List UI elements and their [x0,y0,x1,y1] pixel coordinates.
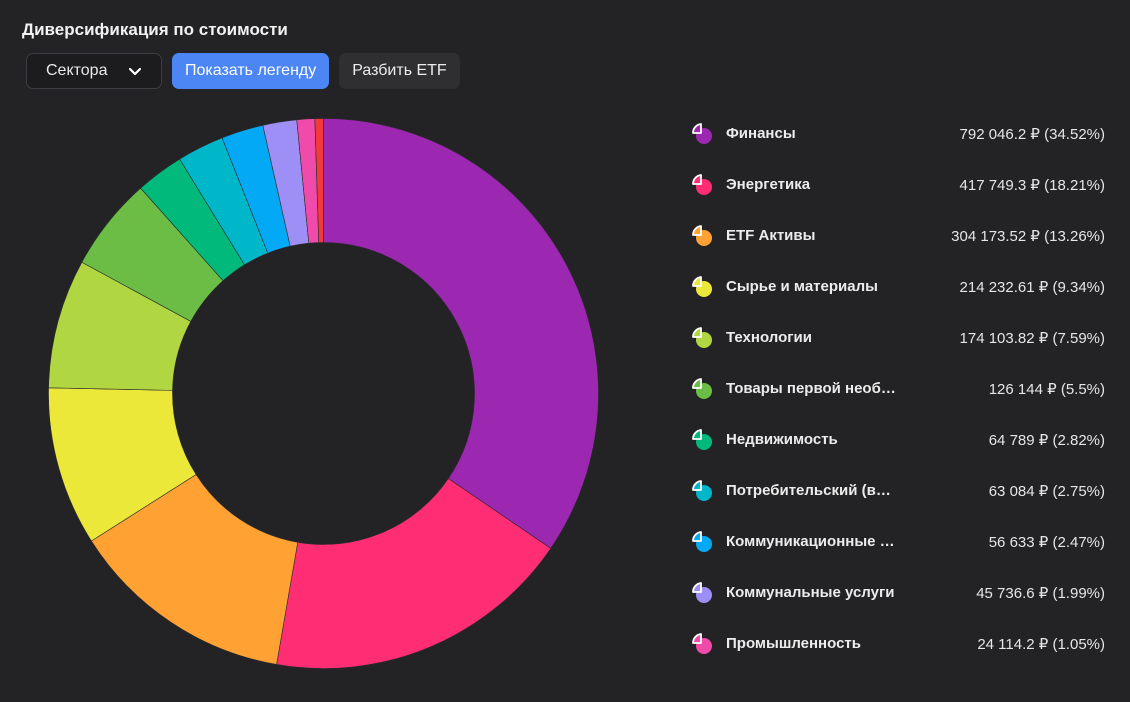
pie-slice-icon [692,173,712,195]
legend-name: Сырье и материалы [726,278,878,295]
legend-item[interactable]: Недвижимость 64 789 ₽ (2.82%) [690,414,1105,465]
legend-item[interactable]: Коммунальные услуги 45 736.6 ₽ (1.99%) [690,567,1105,618]
legend-value: 126 144 ₽ (5.5%) [988,380,1105,398]
legend: Финансы 792 046.2 ₽ (34.52%) Энергетика 417… [690,108,1105,669]
legend-item[interactable]: Коммуникационные … 56 633 ₽ (2.47%) [690,516,1105,567]
legend-value: 24 114.2 ₽ (1.05%) [977,635,1105,653]
legend-name: Товары первой необ… [726,380,896,397]
legend-name: Финансы [726,125,796,142]
pie-slice-icon [692,428,712,450]
legend-value: 64 789 ₽ (2.82%) [988,431,1105,449]
legend-value: 56 633 ₽ (2.47%) [988,533,1105,551]
donut-slice-1[interactable] [276,478,552,669]
pie-slice-icon [692,632,712,654]
pie-slice-icon [692,326,712,348]
legend-name: Энергетика [726,176,811,193]
page-title: Диверсификация по стоимости [22,20,288,39]
legend-value: 792 046.2 ₽ (34.52%) [959,125,1105,143]
pie-slice-icon [692,377,712,399]
legend-value: 174 103.82 ₽ (7.59%) [959,329,1105,347]
legend-name: Коммуникационные … [726,533,895,550]
legend-name: Потребительский (в… [726,482,891,499]
legend-value: 304 173.52 ₽ (13.26%) [951,227,1105,245]
legend-item[interactable]: ETF Активы 304 173.52 ₽ (13.26%) [690,210,1105,261]
show-legend-button[interactable]: Показать легенду [172,53,330,89]
donut-slice-11[interactable] [314,118,324,243]
legend-name: Коммунальные услуги [726,584,895,601]
legend-item[interactable]: Сырье и материалы 214 232.61 ₽ (9.34%) [690,261,1105,312]
pie-slice-icon [692,122,712,144]
legend-item[interactable]: Технологии 174 103.82 ₽ (7.59%) [690,312,1105,363]
donut-chart [48,118,599,669]
pie-slice-icon [692,275,712,297]
split-etf-button[interactable]: Разбить ETF [339,53,460,89]
legend-name: Недвижимость [726,431,838,448]
legend-value: 63 084 ₽ (2.75%) [988,482,1105,500]
pie-slice-icon [692,479,712,501]
legend-name: Промышленность [726,635,861,652]
legend-item[interactable]: Потребительский (в… 63 084 ₽ (2.75%) [690,465,1105,516]
legend-item[interactable]: Энергетика 417 749.3 ₽ (18.21%) [690,159,1105,210]
chevron-down-icon [128,67,142,76]
legend-value: 417 749.3 ₽ (18.21%) [959,176,1105,194]
controls-bar: Сектора Показать легенду Разбить ETF [26,53,460,89]
sector-dropdown[interactable]: Сектора [26,53,162,89]
legend-item[interactable]: Финансы 792 046.2 ₽ (34.52%) [690,108,1105,159]
legend-item[interactable]: Товары первой необ… 126 144 ₽ (5.5%) [690,363,1105,414]
donut-slice-0[interactable] [323,118,599,549]
pie-slice-icon [692,530,712,552]
legend-value: 45 736.6 ₽ (1.99%) [976,584,1105,602]
pie-slice-icon [692,224,712,246]
legend-name: ETF Активы [726,227,816,244]
legend-name: Технологии [726,329,812,346]
pie-slice-icon [692,581,712,603]
legend-item[interactable]: Промышленность 24 114.2 ₽ (1.05%) [690,618,1105,669]
sector-dropdown-label: Сектора [46,62,108,79]
legend-value: 214 232.61 ₽ (9.34%) [959,278,1105,296]
